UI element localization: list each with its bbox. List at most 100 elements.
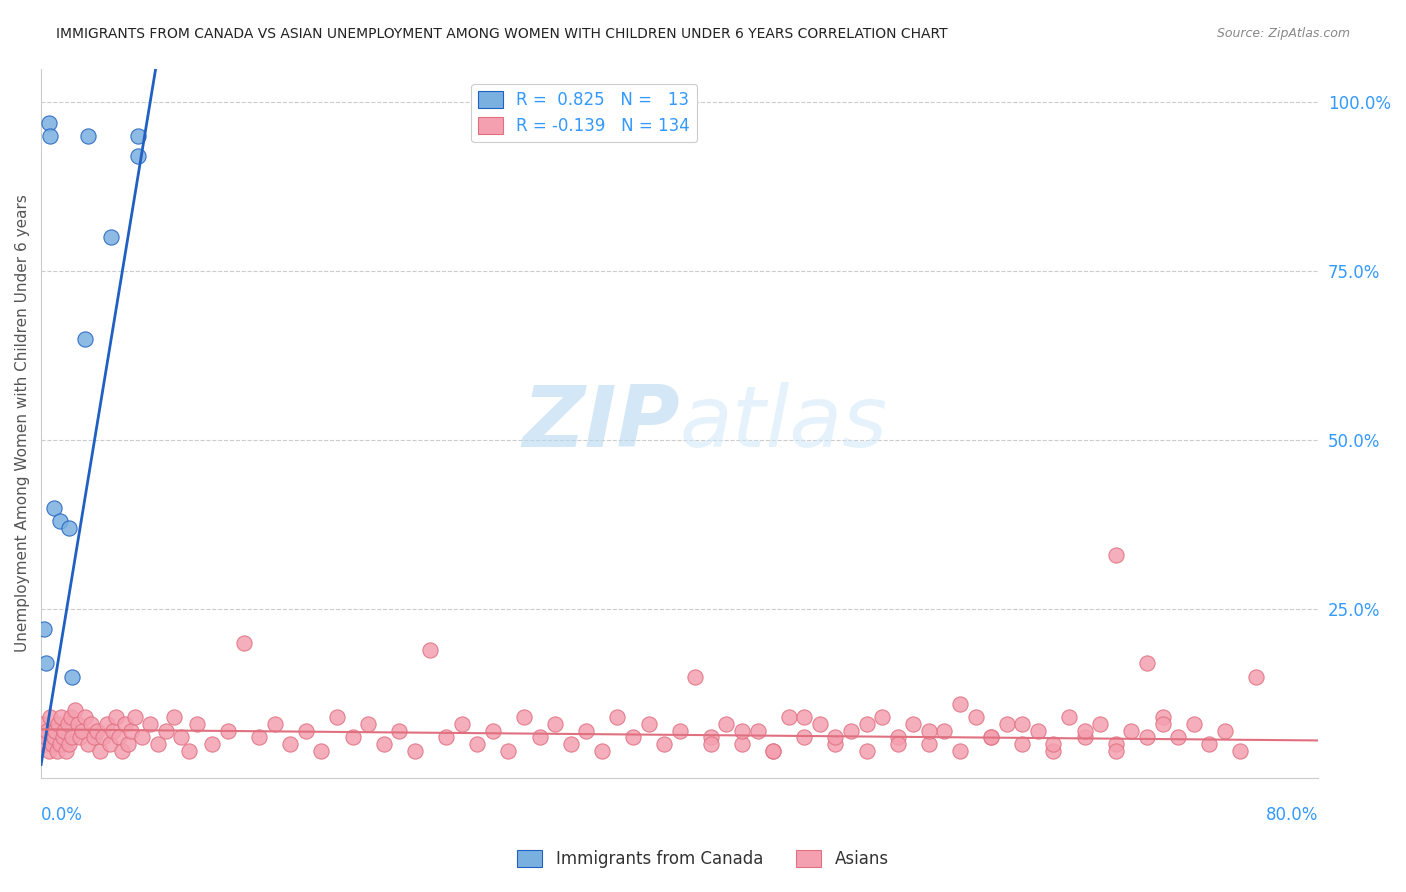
Point: [49, 737, 72, 751]
Point: [139, 717, 162, 731]
Point: [778, 710, 800, 724]
Point: [793, 731, 815, 745]
Point: [357, 717, 380, 731]
Point: [621, 731, 644, 745]
Point: [104, 710, 127, 724]
Point: [35, 656, 58, 670]
Point: [934, 723, 956, 738]
Point: [887, 731, 910, 745]
Point: [700, 737, 723, 751]
Point: [949, 697, 972, 711]
Text: 80.0%: 80.0%: [1265, 806, 1319, 824]
Point: [652, 737, 675, 751]
Point: [918, 737, 941, 751]
Point: [808, 717, 831, 731]
Point: [1229, 744, 1251, 758]
Point: [60, 670, 83, 684]
Point: [606, 710, 628, 724]
Point: [65, 703, 87, 717]
Point: [117, 737, 139, 751]
Point: [824, 737, 846, 751]
Point: [170, 731, 193, 745]
Point: [80, 717, 103, 731]
Point: [1011, 717, 1033, 731]
Point: [186, 717, 208, 731]
Point: [278, 737, 301, 751]
Point: [342, 731, 364, 745]
Point: [793, 710, 815, 724]
Text: 0.0%: 0.0%: [41, 806, 83, 824]
Point: [591, 744, 613, 758]
Point: [86, 723, 108, 738]
Point: [67, 717, 90, 731]
Point: [38, 744, 60, 758]
Point: [46, 717, 69, 731]
Point: [51, 710, 73, 724]
Point: [108, 731, 131, 745]
Point: [1042, 737, 1064, 751]
Point: [637, 717, 659, 731]
Point: [37, 723, 59, 738]
Point: [529, 731, 551, 745]
Point: [31, 717, 53, 731]
Text: atlas: atlas: [679, 382, 887, 465]
Point: [1136, 656, 1159, 670]
Point: [177, 744, 200, 758]
Point: [232, 636, 254, 650]
Point: [388, 723, 411, 738]
Point: [155, 723, 177, 738]
Point: [111, 744, 134, 758]
Point: [870, 710, 893, 724]
Point: [1182, 717, 1205, 731]
Point: [127, 149, 149, 163]
Point: [162, 710, 184, 724]
Legend: R =  0.825   N =   13, R = -0.139   N = 134: R = 0.825 N = 13, R = -0.139 N = 134: [471, 84, 697, 142]
Point: [39, 129, 62, 144]
Text: Source: ZipAtlas.com: Source: ZipAtlas.com: [1216, 27, 1350, 40]
Point: [39, 710, 62, 724]
Point: [419, 642, 441, 657]
Point: [45, 744, 67, 758]
Point: [1121, 723, 1143, 738]
Point: [747, 723, 769, 738]
Point: [949, 744, 972, 758]
Point: [855, 717, 877, 731]
Point: [60, 731, 83, 745]
Point: [201, 737, 224, 751]
Point: [38, 115, 60, 129]
Point: [124, 710, 146, 724]
Point: [1011, 737, 1033, 751]
Point: [217, 723, 239, 738]
Point: [465, 737, 488, 751]
Point: [49, 514, 72, 528]
Point: [731, 737, 754, 751]
Point: [73, 710, 96, 724]
Point: [839, 723, 862, 738]
Point: [100, 230, 122, 244]
Point: [56, 717, 79, 731]
Point: [1167, 731, 1189, 745]
Point: [89, 744, 111, 758]
Point: [42, 500, 65, 515]
Point: [101, 723, 124, 738]
Point: [700, 731, 723, 745]
Point: [685, 670, 707, 684]
Point: [404, 744, 426, 758]
Point: [995, 717, 1018, 731]
Point: [44, 723, 66, 738]
Point: [450, 717, 472, 731]
Point: [1073, 731, 1095, 745]
Point: [76, 737, 98, 751]
Point: [1057, 710, 1080, 724]
Point: [146, 737, 169, 751]
Point: [918, 723, 941, 738]
Point: [762, 744, 785, 758]
Point: [575, 723, 598, 738]
Point: [58, 521, 80, 535]
Text: IMMIGRANTS FROM CANADA VS ASIAN UNEMPLOYMENT AMONG WOMEN WITH CHILDREN UNDER 6 Y: IMMIGRANTS FROM CANADA VS ASIAN UNEMPLOY…: [56, 27, 948, 41]
Point: [127, 129, 149, 144]
Point: [855, 744, 877, 758]
Point: [76, 129, 98, 144]
Point: [96, 717, 118, 731]
Point: [903, 717, 925, 731]
